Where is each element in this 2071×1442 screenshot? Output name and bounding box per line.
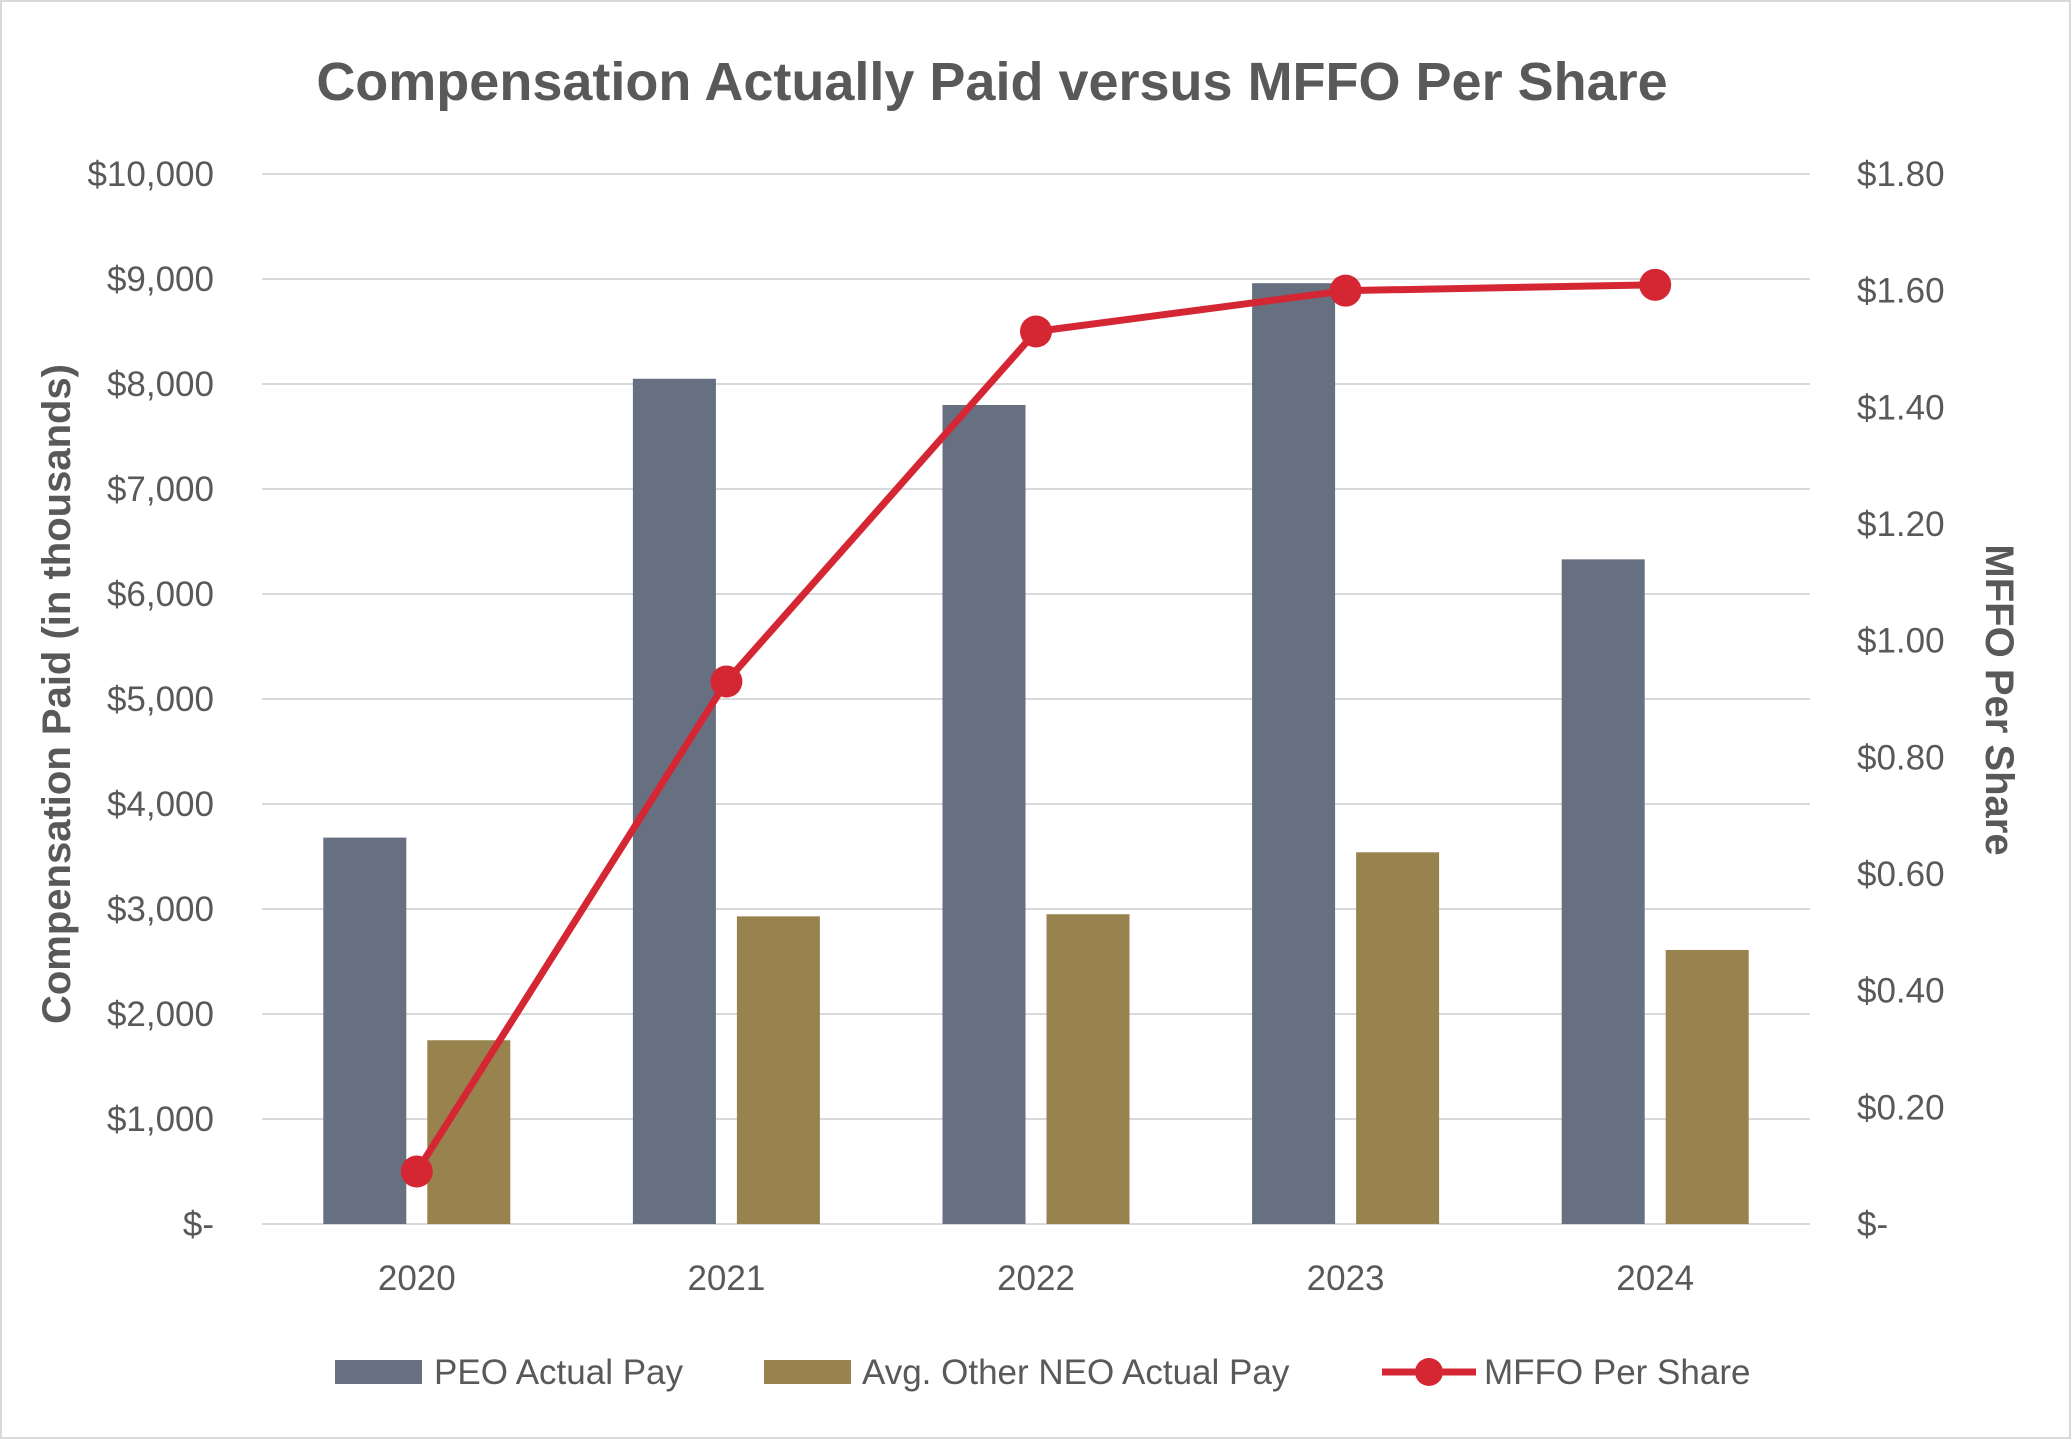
mffo-point-2021 (710, 665, 743, 698)
left-tick-label: $8,000 (107, 365, 214, 404)
left-tick-label: $7,000 (107, 470, 214, 509)
right-tick-label: $- (1857, 1205, 1888, 1244)
bar-neo-2023 (1356, 852, 1440, 1224)
right-tick-label: $1.20 (1857, 505, 1945, 544)
left-tick-label: $10,000 (87, 155, 214, 194)
legend-label: MFFO Per Share (1484, 1353, 1750, 1392)
left-tick-label: $4,000 (107, 785, 214, 824)
legend-label: PEO Actual Pay (434, 1353, 684, 1392)
left-tick-label: $9,000 (107, 260, 214, 299)
x-tick-label: 2021 (687, 1259, 765, 1298)
bar-neo-2024 (1665, 949, 1749, 1224)
right-tick-label: $0.80 (1857, 738, 1945, 777)
right-axis-title: MFFO Per Share (1977, 544, 2021, 855)
legend-swatch (335, 1360, 422, 1384)
mffo-point-2020 (400, 1155, 433, 1188)
bar-peo-2024 (1561, 559, 1645, 1224)
legend-label: Avg. Other NEO Actual Pay (862, 1353, 1290, 1392)
x-axis-ticks: 2020 2021 2022 2023 2024 (378, 1259, 1694, 1298)
legend: PEO Actual Pay Avg. Other NEO Actual Pay M… (335, 1353, 1750, 1392)
left-axis-ticks: $- $1,000 $2,000 $3,000 $4,000 $5,000 $6,000 $7… (87, 155, 214, 1244)
right-tick-label: $1.00 (1857, 622, 1945, 661)
left-tick-label: $1,000 (107, 1100, 214, 1139)
bar-peo-2020 (323, 837, 407, 1224)
left-tick-label: $6,000 (107, 575, 214, 614)
x-tick-label: 2020 (378, 1259, 456, 1298)
bar-peo-2022 (942, 405, 1026, 1224)
left-axis-title: Compensation Paid (in thousands) (35, 364, 79, 1024)
bar-neo-2021 (736, 916, 820, 1224)
right-tick-label: $0.60 (1857, 855, 1945, 894)
right-tick-label: $0.40 (1857, 972, 1945, 1011)
mffo-line (400, 268, 1672, 1188)
x-tick-label: 2024 (1616, 1259, 1694, 1298)
bars (323, 283, 1749, 1224)
right-tick-label: $1.60 (1857, 272, 1945, 311)
mffo-point-2022 (1020, 315, 1052, 348)
bar-peo-2023 (1252, 283, 1336, 1224)
legend-swatch-marker (1415, 1358, 1443, 1386)
left-tick-label: $3,000 (107, 890, 214, 929)
left-tick-label: $2,000 (107, 995, 214, 1034)
mffo-point-2023 (1329, 274, 1362, 307)
left-tick-label: $5,000 (107, 680, 214, 719)
x-tick-label: 2023 (1307, 1259, 1385, 1298)
right-tick-label: $1.40 (1857, 388, 1945, 427)
right-axis-ticks: $- $0.20 $0.40 $0.60 $0.80 $1.00 $1.20 $1.40 $1.… (1857, 155, 1945, 1244)
legend-swatch (764, 1360, 851, 1384)
mffo-line-path (413, 281, 1656, 1174)
bar-neo-2022 (1046, 914, 1130, 1224)
x-tick-label: 2022 (997, 1259, 1075, 1298)
left-tick-label: $- (183, 1205, 214, 1244)
right-tick-label: $1.80 (1857, 155, 1945, 194)
chart-title: Compensation Actually Paid versus MFFO P… (316, 52, 1667, 112)
bar-peo-2021 (632, 378, 716, 1224)
mffo-point-2024 (1639, 268, 1672, 301)
right-tick-label: $0.20 (1857, 1088, 1945, 1127)
